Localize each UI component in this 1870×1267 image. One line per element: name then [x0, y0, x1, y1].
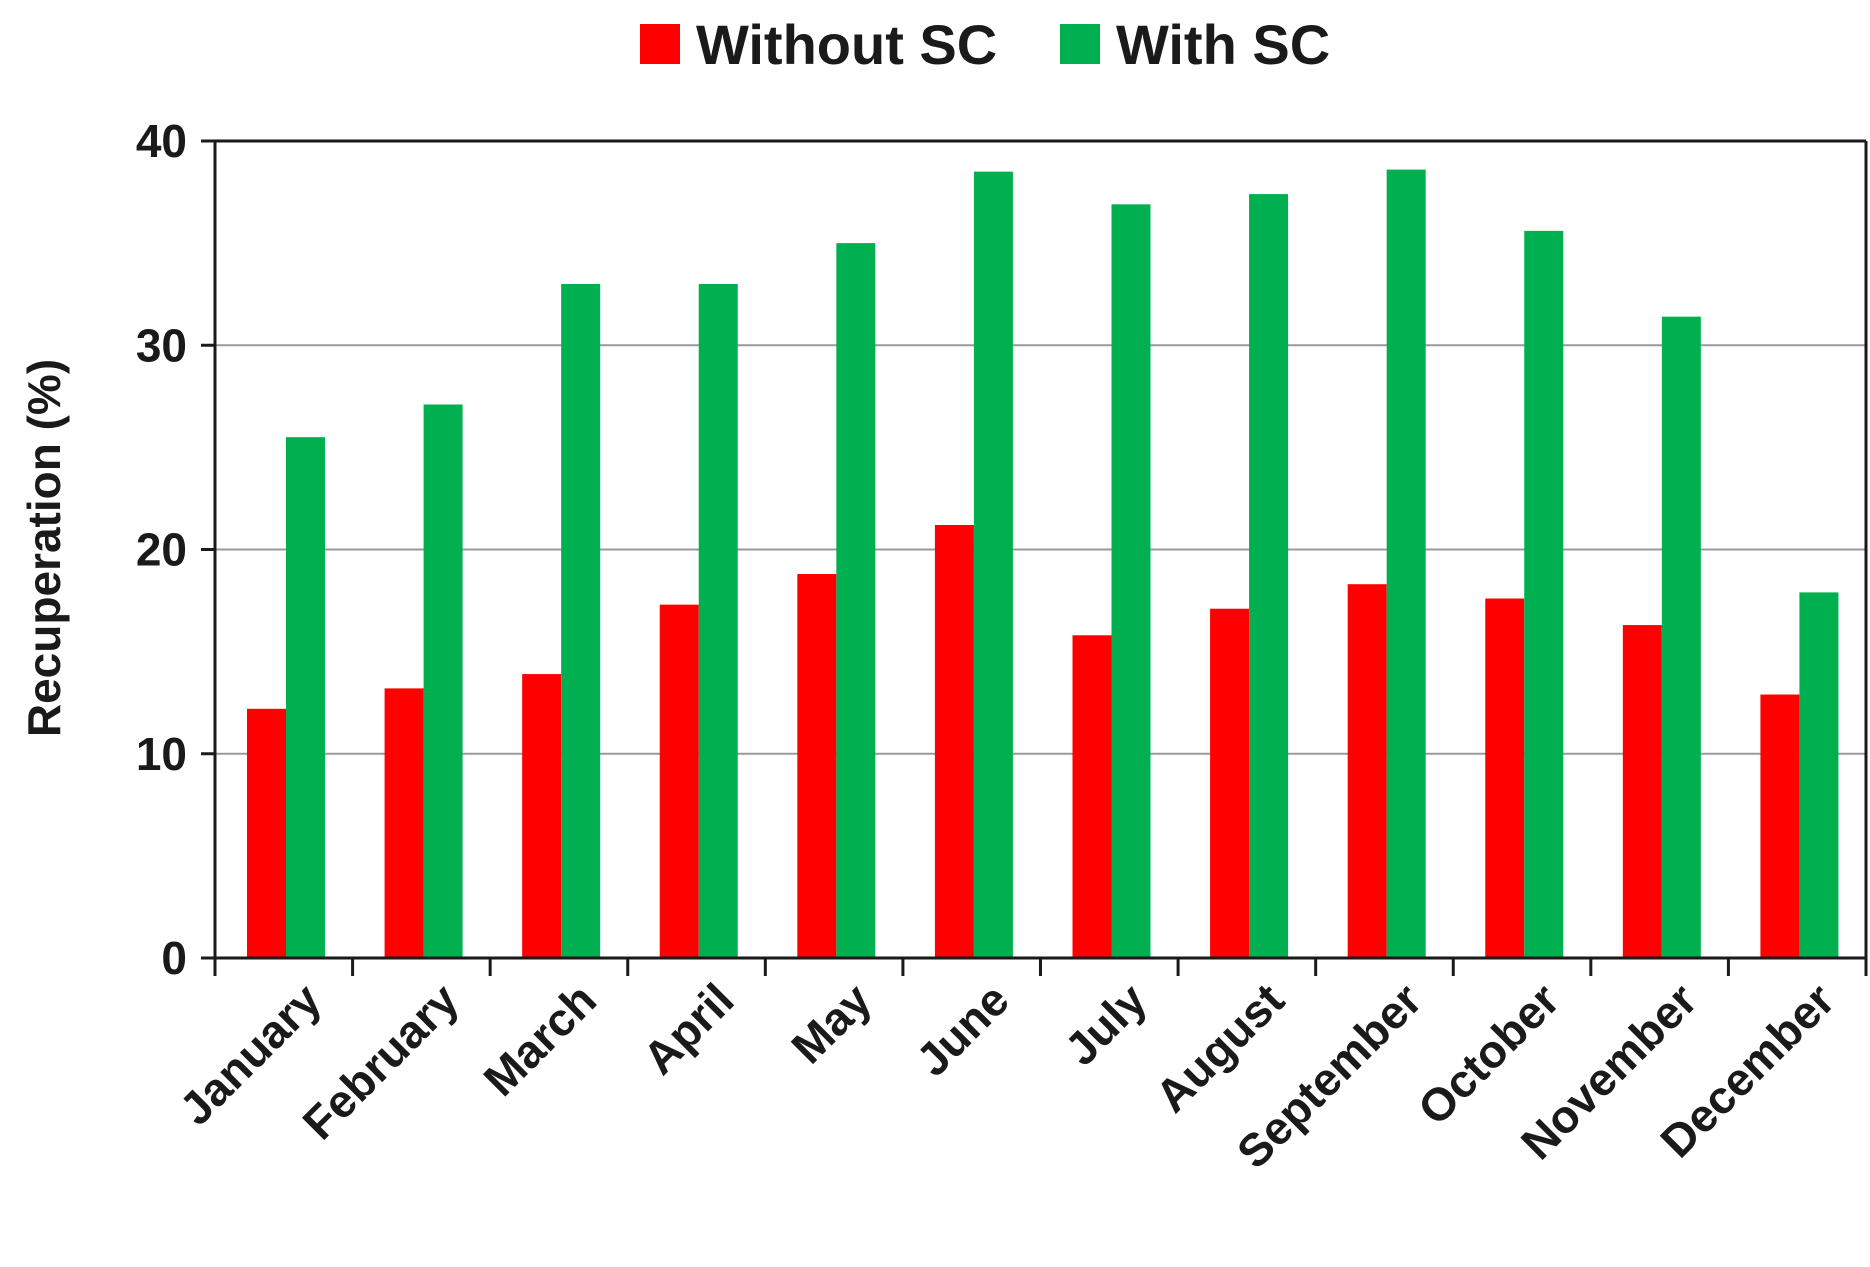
bar-without-sc-november [1622, 625, 1662, 958]
legend: Without SC With SC [640, 13, 1330, 76]
x-label-may: May [781, 973, 881, 1073]
bar-without-sc-march [522, 674, 562, 958]
legend-label-with-sc: With SC [1116, 13, 1330, 76]
bar-with-sc-september [1386, 169, 1426, 959]
bar-with-sc-june [973, 171, 1013, 958]
bar-without-sc-december [1760, 694, 1800, 958]
bar-without-sc-august [1210, 608, 1250, 958]
bar-with-sc-november [1661, 316, 1701, 958]
bar-without-sc-october [1485, 598, 1525, 958]
bar-with-sc-january [286, 437, 325, 959]
bar-with-sc-april [698, 283, 738, 959]
bar-with-sc-august [1249, 194, 1289, 959]
gridlines [215, 140, 1866, 755]
y-axis-title: Recuperation (%) [18, 359, 70, 737]
x-label-july: July [1055, 973, 1157, 1075]
y-tick-label-30: 30 [136, 319, 187, 371]
y-tick-label-0: 0 [161, 932, 187, 984]
bar-with-sc-october [1524, 230, 1564, 958]
bar-with-sc-july [1111, 204, 1151, 958]
bar-with-sc-march [561, 283, 601, 959]
bar-without-sc-july [1072, 635, 1112, 958]
bar-with-sc-december [1799, 592, 1839, 958]
bars [247, 169, 1839, 959]
bar-without-sc-june [934, 524, 974, 958]
x-label-march: March [473, 973, 606, 1106]
legend-swatch-with-sc [1060, 24, 1100, 64]
bar-without-sc-february [384, 688, 424, 958]
bar-without-sc-january [247, 708, 286, 958]
legend-label-without-sc: Without SC [696, 13, 997, 76]
y-tick-label-40: 40 [136, 115, 187, 167]
bar-without-sc-april [659, 604, 699, 958]
bar-with-sc-february [423, 404, 463, 958]
bar-without-sc-september [1347, 584, 1387, 958]
bar-with-sc-may [836, 243, 876, 958]
axes [213, 139, 1868, 976]
legend-swatch-without-sc [640, 24, 680, 64]
x-label-april: April [633, 973, 744, 1084]
y-axis-ticks: 0 10 20 30 40 [136, 115, 215, 984]
bar-without-sc-may [797, 574, 837, 958]
y-tick-label-10: 10 [136, 728, 187, 780]
y-tick-label-20: 20 [136, 524, 187, 576]
x-label-june: June [906, 973, 1019, 1086]
